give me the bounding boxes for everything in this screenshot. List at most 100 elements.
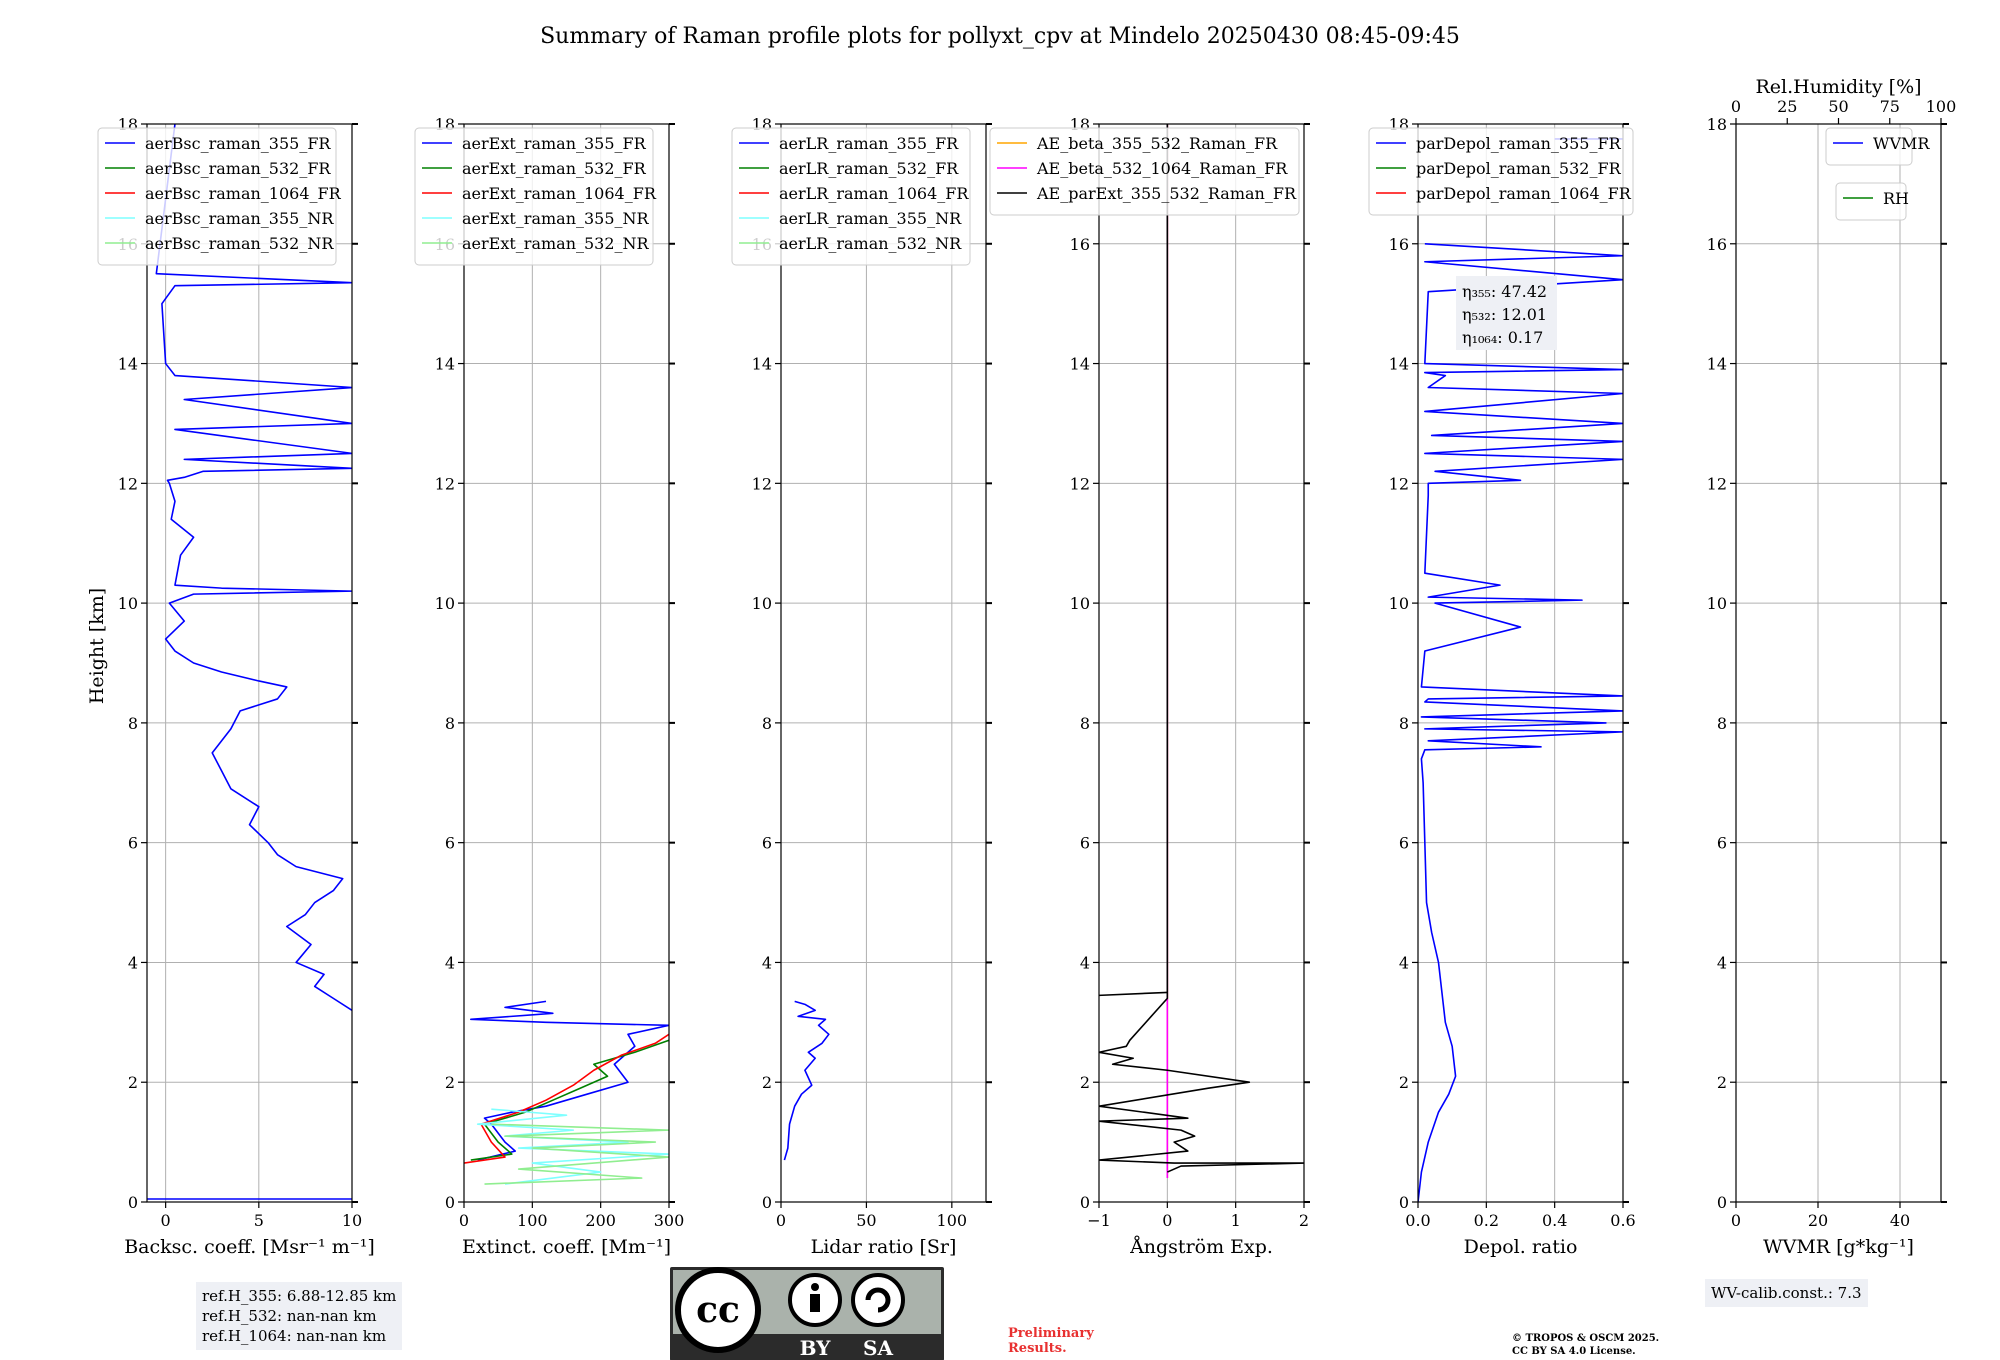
x-tick-label: 0 <box>459 1211 469 1230</box>
y-tick-label: 12 <box>435 474 455 493</box>
x-tick-label: 300 <box>654 1211 685 1230</box>
eta-value-1: η₅₃₂: 12.01 <box>1462 305 1547 324</box>
legend-label-AE_parExt_355_532_Raman_FR: AE_parExt_355_532_Raman_FR <box>1036 184 1297 203</box>
legend: aerLR_raman_355_FR aerLR_raman_532_FR aerL… <box>731 127 971 266</box>
figure-title: Summary of Raman profile plots for polly… <box>540 24 1460 49</box>
legend-box <box>414 127 654 266</box>
y-tick-label: 14 <box>752 355 772 374</box>
x-tick-label: 40 <box>1890 1211 1910 1230</box>
y-tick-label: 14 <box>118 355 138 374</box>
legend-box <box>1368 127 1634 216</box>
legend-label-AE_beta_532_1064_Raman_FR: AE_beta_532_1064_Raman_FR <box>1036 159 1288 178</box>
legend-label-parDepol_raman_355_FR: parDepol_raman_355_FR <box>1416 134 1622 153</box>
x-tick-label: 100 <box>517 1211 548 1230</box>
preliminary-line-2: Results. <box>1008 1341 1067 1356</box>
legend-label-aerLR_raman_355_NR: aerLR_raman_355_NR <box>779 209 962 228</box>
preliminary-note: Preliminary Results. <box>1008 1326 1094 1356</box>
y-tick-label: 0 <box>128 1193 138 1212</box>
eta-value-2: η₁₀₆₄: 0.17 <box>1462 328 1543 347</box>
series-line-parDepol_raman_355_FR <box>1418 242 1623 1202</box>
x-tick-label: 20 <box>1808 1211 1828 1230</box>
y-tick-label: 0 <box>762 1193 772 1212</box>
y-tick-label: 4 <box>762 953 772 972</box>
x-axis-label: Lidar ratio [Sr] <box>811 1236 957 1258</box>
sa-share-icon <box>851 1273 905 1327</box>
legend-box <box>989 127 1300 216</box>
x2-tick-label: 0 <box>1731 97 1741 116</box>
x-axis-label: Depol. ratio <box>1464 1236 1578 1258</box>
ref-height-1064: ref.H_1064: nan-nan km <box>202 1327 387 1345</box>
y-tick-label: 10 <box>435 594 455 613</box>
legend-label-WVMR: WVMR <box>1873 134 1930 153</box>
y-tick-label: 2 <box>1080 1073 1090 1092</box>
y-tick-label: 14 <box>1707 355 1727 374</box>
ref-height-355: ref.H_355: 6.88-12.85 km <box>202 1287 397 1305</box>
y-tick-label: 8 <box>1080 714 1090 733</box>
y-tick-label: 4 <box>1717 953 1727 972</box>
person-body-icon <box>810 1294 820 1312</box>
y-tick-label: 8 <box>1717 714 1727 733</box>
legend-label-aerBsc_raman_355_NR: aerBsc_raman_355_NR <box>145 209 334 228</box>
x-axis-label: Extinct. coeff. [Mm⁻¹] <box>462 1236 671 1258</box>
legend: aerExt_raman_355_FR aerExt_raman_532_FRae… <box>414 127 657 266</box>
axes-frame <box>780 123 987 1203</box>
y-tick-label: 10 <box>752 594 772 613</box>
legend-label-aerLR_raman_532_NR: aerLR_raman_532_NR <box>779 234 962 253</box>
legend: RH <box>1835 182 1909 221</box>
wv-calibration-box: WV-calib.const.: 7.3 <box>1705 1279 1868 1307</box>
copyright-line-1: © TROPOS & OSCM 2025. <box>1512 1333 1660 1344</box>
y-tick-label: 2 <box>1399 1073 1409 1092</box>
legend-box <box>97 127 337 266</box>
x2-tick-label: 100 <box>1926 97 1957 116</box>
chart-panel-2: 0246810121416180100200300Extinct. coeff.… <box>414 115 685 1258</box>
y-tick-label: 4 <box>128 953 138 972</box>
y-tick-label: 12 <box>1389 474 1409 493</box>
legend-label-AE_beta_355_532_Raman_FR: AE_beta_355_532_Raman_FR <box>1036 134 1278 153</box>
y-tick-label: 6 <box>128 834 138 853</box>
legend: parDepol_raman_355_FR parDepol_raman_532_… <box>1368 127 1634 216</box>
eta-value-0: η₃₅₅: 47.42 <box>1462 282 1547 301</box>
y-tick-label: 10 <box>118 594 138 613</box>
legend-label-aerExt_raman_532_NR: aerExt_raman_532_NR <box>462 234 650 253</box>
legend-label-aerExt_raman_1064_FR: aerExt_raman_1064_FR <box>462 184 657 203</box>
chart-panel-1: 0246810121416180510Backsc. coeff. [Msr⁻¹… <box>97 115 375 1258</box>
legend-label-aerBsc_raman_355_FR: aerBsc_raman_355_FR <box>145 134 331 153</box>
axes-frame <box>463 123 670 1203</box>
series-line-aerLR_raman_355_FR <box>783 1000 830 1161</box>
copyright-line-2: CC BY SA 4.0 License. <box>1512 1346 1636 1357</box>
x-tick-label: 0.0 <box>1405 1211 1430 1230</box>
series-line-AE_parExt_355_532_Raman_FR <box>1099 124 1304 1173</box>
y-tick-label: 12 <box>118 474 138 493</box>
reference-heights-box: ref.H_355: 6.88-12.85 km ref.H_532: nan-… <box>196 1282 403 1350</box>
cc-license-badge: cc BY SA <box>670 1267 944 1360</box>
y-tick-label: 8 <box>762 714 772 733</box>
y-tick-label: 8 <box>128 714 138 733</box>
y-tick-label: 16 <box>1389 235 1409 254</box>
y-tick-label: 12 <box>752 474 772 493</box>
x-tick-label: 5 <box>254 1211 264 1230</box>
legend: AE_beta_355_532_Raman_FR AE_beta_532_1064… <box>989 127 1300 216</box>
y-tick-label: 4 <box>445 953 455 972</box>
legend-label-aerBsc_raman_532_NR: aerBsc_raman_532_NR <box>145 234 334 253</box>
x-tick-label: −1 <box>1087 1211 1111 1230</box>
legend-label-aerLR_raman_355_FR: aerLR_raman_355_FR <box>779 134 959 153</box>
y-tick-label: 18 <box>1707 115 1727 134</box>
y-tick-label: 14 <box>1389 355 1409 374</box>
x2-axis-label: Rel.Humidity [%] <box>1755 76 1921 98</box>
legend-box <box>731 127 971 266</box>
x-axis-label: Backsc. coeff. [Msr⁻¹ m⁻¹] <box>124 1236 375 1258</box>
y-tick-label: 10 <box>1070 594 1090 613</box>
x-tick-label: 200 <box>585 1211 616 1230</box>
legend-label-parDepol_raman_532_FR: parDepol_raman_532_FR <box>1416 159 1622 178</box>
x-tick-label: 0.6 <box>1610 1211 1635 1230</box>
y-tick-label: 16 <box>1070 235 1090 254</box>
legend-label-aerBsc_raman_1064_FR: aerBsc_raman_1064_FR <box>145 184 342 203</box>
y-tick-label: 10 <box>1707 594 1727 613</box>
series-line-aerExt_raman_532_FR <box>470 1039 669 1161</box>
y-tick-label: 0 <box>1717 1193 1727 1212</box>
y-tick-label: 8 <box>1399 714 1409 733</box>
series-group <box>783 1000 830 1161</box>
legend-label-aerExt_raman_355_NR: aerExt_raman_355_NR <box>462 209 650 228</box>
